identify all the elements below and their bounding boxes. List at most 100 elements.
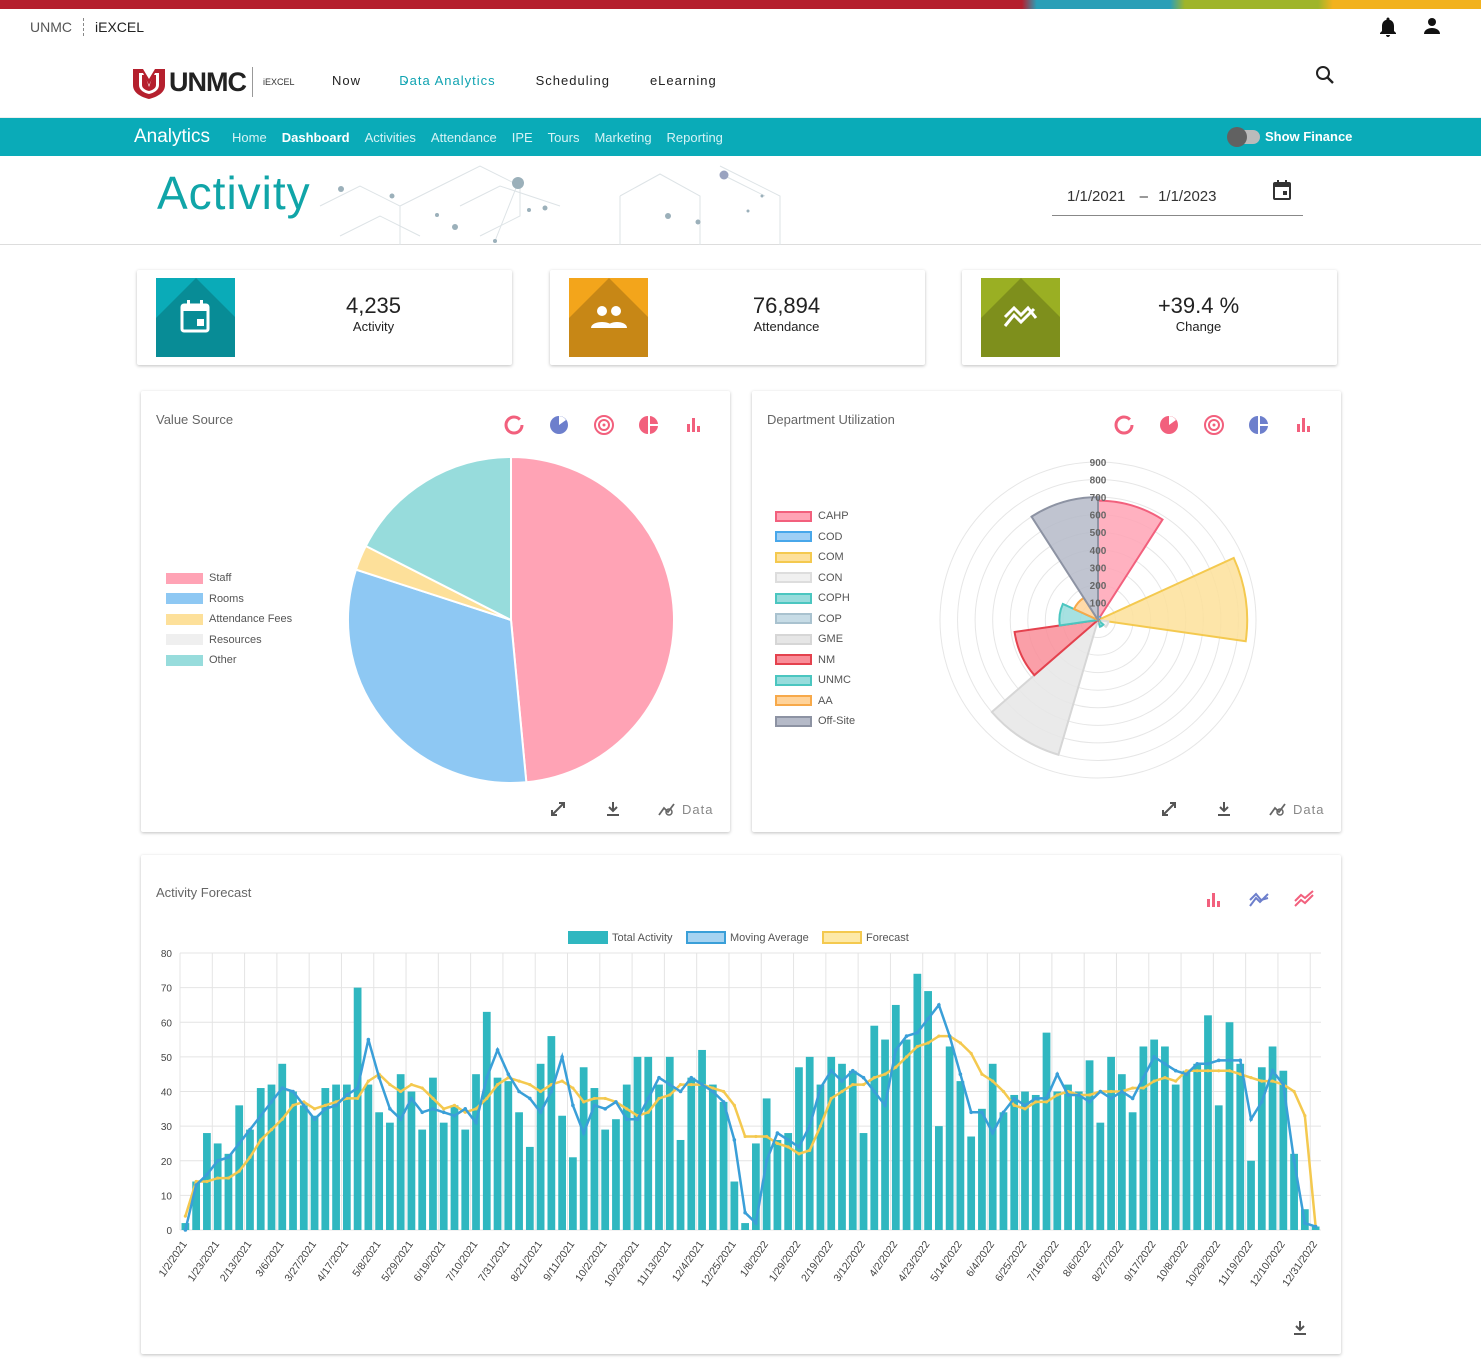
forecast-point[interactable] (431, 1096, 435, 1101)
activity-bar[interactable] (719, 1101, 728, 1230)
legend-item-resources[interactable]: Resources (166, 630, 292, 651)
moving-average-point[interactable] (463, 1107, 468, 1111)
activity-bar[interactable] (224, 1153, 233, 1230)
moving-average-point[interactable] (829, 1068, 834, 1073)
forecast-point[interactable] (883, 1072, 887, 1076)
moving-average-point[interactable] (334, 1103, 338, 1108)
forecast-point[interactable] (485, 1096, 489, 1101)
forecast-point[interactable] (775, 1141, 780, 1146)
activity-bar[interactable] (752, 1143, 760, 1230)
moving-average-point[interactable] (1249, 1117, 1253, 1121)
moving-average-point[interactable] (312, 1117, 317, 1121)
activity-bar[interactable] (1268, 1046, 1277, 1230)
forecast-point[interactable] (1141, 1086, 1145, 1090)
pie-icon[interactable] (1157, 413, 1181, 437)
activity-bar[interactable] (558, 1115, 567, 1230)
forecast-point[interactable] (334, 1100, 338, 1104)
show-finance-toggle[interactable]: Show Finance (1227, 126, 1352, 147)
activity-bar[interactable] (493, 1077, 502, 1230)
activity-bar[interactable] (1279, 1070, 1288, 1230)
moving-average-point[interactable] (894, 1048, 898, 1052)
moving-average-point[interactable] (603, 1107, 607, 1111)
moving-average-point[interactable] (205, 1172, 209, 1177)
bell-icon[interactable] (1379, 17, 1397, 40)
activity-bar[interactable] (978, 1108, 986, 1230)
moving-average-point[interactable] (1001, 1110, 1006, 1115)
forecast-point[interactable] (291, 1103, 295, 1107)
forecast-point[interactable] (194, 1179, 198, 1184)
activity-bar[interactable] (1290, 1153, 1298, 1230)
moving-average-point[interactable] (398, 1117, 403, 1121)
user-icon[interactable] (1423, 17, 1441, 40)
legend-item-cahp[interactable]: CAHP (775, 506, 855, 527)
forecast-point[interactable] (646, 1110, 650, 1114)
moving-average-point[interactable] (807, 1124, 812, 1128)
forecast-point[interactable] (991, 1079, 995, 1083)
nav-scheduling[interactable]: Scheduling (535, 73, 610, 88)
polar-segment-aa[interactable] (1072, 596, 1101, 623)
forecast-point[interactable] (205, 1179, 209, 1184)
legend-item-other[interactable]: Other (166, 650, 292, 671)
moving-average-point[interactable] (431, 1107, 435, 1111)
forecast-point[interactable] (657, 1096, 661, 1101)
moving-average-point[interactable] (1195, 1062, 1200, 1066)
activity-bar[interactable] (934, 1126, 943, 1230)
activity-bar[interactable] (999, 1112, 1008, 1230)
segment-pie-icon[interactable] (637, 413, 661, 437)
tab-home[interactable]: Home (232, 129, 267, 145)
moving-average-point[interactable] (528, 1096, 532, 1101)
moving-average-point[interactable] (958, 1072, 963, 1076)
forecast-point[interactable] (571, 1086, 575, 1090)
moving-average-point[interactable] (1184, 1072, 1189, 1076)
polar-icon[interactable] (1202, 413, 1226, 437)
forecast-point[interactable] (538, 1089, 543, 1094)
moving-average-point[interactable] (1152, 1055, 1156, 1059)
moving-average-point[interactable] (926, 1016, 930, 1021)
forecast-point[interactable] (560, 1079, 564, 1083)
activity-bar[interactable] (913, 973, 922, 1230)
activity-bar[interactable] (289, 1091, 297, 1231)
moving-average-point[interactable] (1120, 1089, 1124, 1094)
forecast-point[interactable] (280, 1117, 284, 1121)
forecast-point[interactable] (958, 1041, 963, 1045)
moving-average-point[interactable] (215, 1158, 220, 1163)
pie-slice-rooms[interactable] (347, 568, 528, 784)
moving-average-point[interactable] (560, 1055, 564, 1059)
activity-bar[interactable] (633, 1056, 642, 1230)
moving-average-point[interactable] (797, 1145, 801, 1149)
forecast-point[interactable] (1292, 1089, 1296, 1094)
forecast-point[interactable] (323, 1103, 327, 1107)
forecast-point[interactable] (495, 1082, 500, 1087)
activity-bar[interactable] (1193, 1063, 1202, 1230)
moving-average-point[interactable] (786, 1138, 790, 1142)
moving-average-point[interactable] (646, 1096, 651, 1101)
forecast-point[interactable] (1270, 1079, 1275, 1083)
analytics-brand[interactable]: Analytics (134, 126, 211, 147)
moving-average-point[interactable] (711, 1089, 715, 1094)
activity-bar[interactable] (256, 1088, 265, 1230)
polar-segment-gme[interactable] (990, 617, 1100, 756)
moving-average-line[interactable] (184, 1002, 1317, 1231)
activity-bar[interactable] (353, 987, 362, 1230)
activity-bar[interactable] (687, 1077, 696, 1230)
legend-item-con[interactable]: CON (775, 568, 855, 589)
download-icon[interactable] (1217, 801, 1231, 817)
moving-average-point[interactable] (1313, 1224, 1318, 1229)
legend-item-rooms[interactable]: Rooms (166, 589, 292, 610)
activity-bar[interactable] (375, 1112, 384, 1230)
moving-average-point[interactable] (872, 1089, 877, 1094)
activity-bar[interactable] (988, 1063, 997, 1230)
forecast-point[interactable] (861, 1082, 866, 1087)
moving-average-point[interactable] (301, 1103, 306, 1108)
forecast-point[interactable] (1303, 1114, 1307, 1118)
forecast-point[interactable] (528, 1082, 532, 1087)
tab-marketing[interactable]: Marketing (594, 129, 652, 145)
activity-bar[interactable] (665, 1056, 674, 1230)
moving-average-point[interactable] (850, 1068, 855, 1073)
polar-segment-cod[interactable] (1095, 615, 1103, 623)
forecast-point[interactable] (980, 1072, 984, 1076)
activity-bar[interactable] (881, 1039, 889, 1230)
activity-bar[interactable] (1053, 1091, 1062, 1231)
activity-bar[interactable] (612, 1119, 620, 1230)
forecast-point[interactable] (1152, 1079, 1156, 1083)
